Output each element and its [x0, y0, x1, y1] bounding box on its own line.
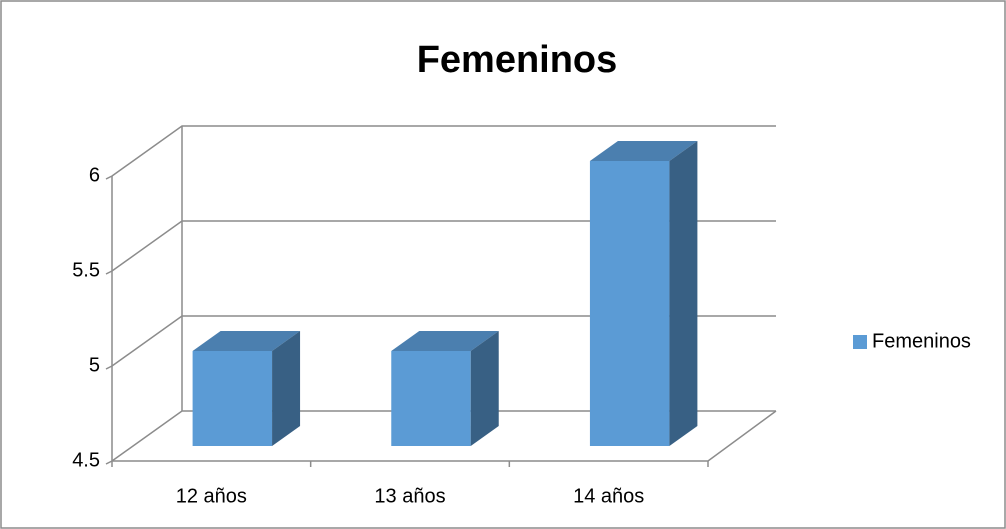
legend-swatch — [853, 335, 867, 349]
tick-mark — [105, 175, 113, 180]
y-tick-label: 5.5 — [72, 259, 100, 281]
bar-top — [589, 141, 698, 161]
x-tick-label: 12 años — [176, 485, 247, 507]
y-tick-label: 6 — [89, 164, 100, 186]
bar-top — [192, 331, 301, 351]
bar-front — [589, 161, 670, 446]
bar-front — [192, 351, 273, 446]
grid-line — [111, 125, 776, 177]
legend-label: Femeninos — [872, 330, 971, 352]
x-tick-label: 14 años — [573, 485, 644, 507]
x-tick-label: 13 años — [374, 485, 445, 507]
tick-mark — [105, 460, 113, 465]
chart-title: Femeninos — [417, 39, 618, 81]
tick-mark — [105, 270, 113, 275]
bar-side — [272, 331, 301, 446]
grid-line — [111, 220, 776, 272]
y-tick-label: 5 — [89, 354, 100, 376]
bar — [391, 331, 499, 446]
y-tick-label: 4.5 — [72, 449, 100, 471]
bar-side — [470, 331, 499, 446]
bar — [192, 331, 301, 446]
grid-line — [111, 410, 776, 462]
bar-side — [669, 141, 698, 446]
bar-front — [391, 351, 471, 446]
grid-line — [111, 315, 776, 367]
tick-mark — [105, 365, 113, 370]
bar — [589, 141, 698, 446]
bar-top — [391, 331, 499, 351]
